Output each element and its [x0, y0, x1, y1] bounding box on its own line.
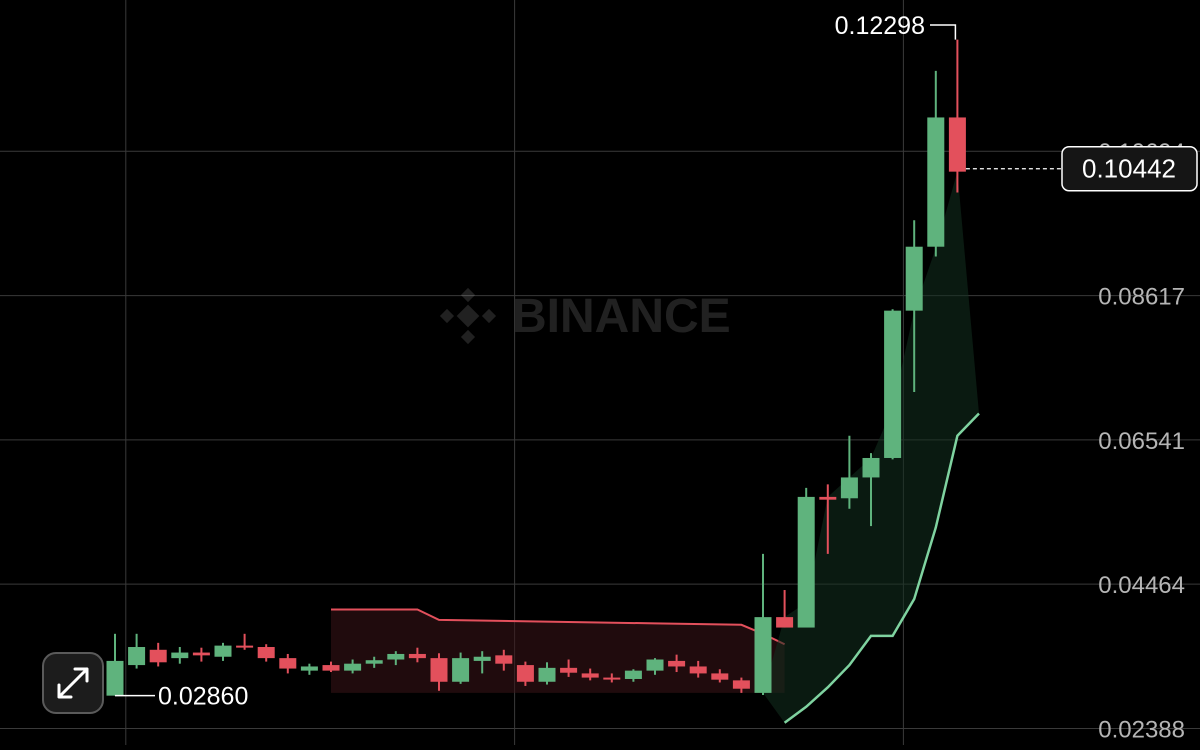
candle-up [840, 477, 858, 499]
support-line [783, 412, 980, 724]
candle-up [171, 652, 189, 659]
candle-up [344, 663, 362, 671]
high-marker-line [930, 24, 957, 40]
candle-down [560, 667, 578, 673]
candle-up [884, 310, 902, 458]
candle-down [668, 660, 686, 667]
candle-down [711, 673, 729, 680]
watermark-text: BINANCE [512, 290, 731, 343]
candle-down [495, 655, 513, 664]
candle-up [387, 653, 405, 660]
candle-up [646, 659, 664, 671]
candle-down [581, 673, 599, 678]
candle-up [624, 670, 642, 679]
high-price-label: 0.12298 [835, 12, 925, 40]
expand-button[interactable] [42, 652, 104, 714]
candle-down [408, 653, 426, 659]
low-price-label: 0.02860 [158, 683, 248, 711]
current-price-box [1061, 145, 1198, 192]
candle-down [776, 617, 794, 628]
candles [106, 39, 966, 696]
candle-up [365, 660, 383, 664]
indicator-areas [331, 171, 980, 724]
candle-down [236, 645, 254, 648]
candle-down [322, 665, 340, 671]
y-tick-label: 0.04464 [1098, 572, 1185, 599]
candle-down [279, 658, 297, 669]
current-price-label: 0.10442 [1082, 154, 1176, 184]
candle-down [192, 652, 210, 656]
y-tick-label: 0.06541 [1098, 428, 1185, 455]
candle-down [516, 665, 534, 682]
candle-up [862, 457, 880, 478]
candle-down [603, 677, 621, 680]
candle-up [214, 645, 232, 657]
candle-down [149, 649, 167, 663]
candle-down [257, 647, 275, 659]
candle-up [538, 667, 556, 682]
support-zone [763, 171, 979, 723]
binance-diamond-logo-icon [439, 287, 497, 345]
candle-up [300, 666, 318, 671]
candle-down [430, 658, 448, 682]
candle-up [452, 658, 470, 682]
expand-diagonal-arrows-icon [57, 667, 89, 699]
candle-up [797, 496, 815, 628]
candle-up [128, 647, 146, 666]
candle-up [106, 660, 124, 696]
labels: 0.106940.086170.065410.044640.023880.122… [115, 12, 1198, 743]
watermark: BINANCE [439, 287, 731, 345]
y-tick-label: 0.08617 [1098, 284, 1185, 311]
candle-up [754, 617, 772, 693]
candle-up [905, 246, 923, 311]
candle-down [689, 666, 707, 674]
candle-up [927, 117, 945, 247]
candle-down [819, 496, 837, 500]
y-tick-label: 0.02388 [1098, 716, 1185, 743]
candle-down [948, 117, 966, 172]
candle-down [732, 680, 750, 689]
candle-up [473, 656, 491, 661]
